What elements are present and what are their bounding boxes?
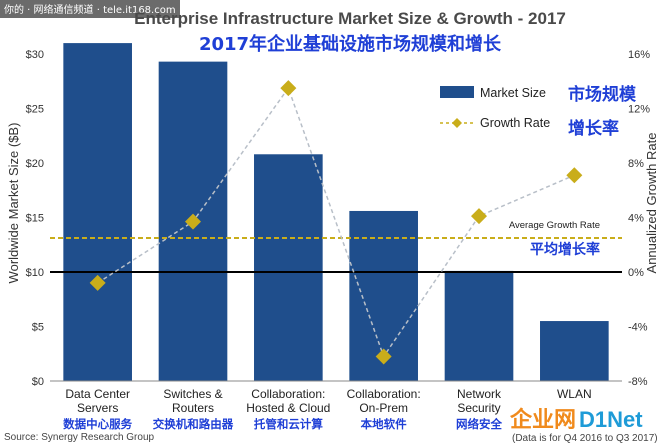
- site-logo: 企业网 D1Net: [509, 407, 643, 433]
- legend: Market Size 市场规模 Growth Rate 增长率: [440, 84, 637, 139]
- growth-rate-marker: [375, 348, 392, 365]
- growth-rate-marker: [471, 208, 487, 225]
- y-tick-label: $10: [26, 267, 44, 279]
- legend-growth-label: Growth Rate: [480, 116, 550, 130]
- watermark-text: 你的 · 网络通信频道 · tele.it168.com: [4, 3, 176, 16]
- bar-market-size: [444, 270, 514, 381]
- x-tick-label: Collaboration:: [347, 387, 421, 401]
- bar-market-size: [63, 43, 132, 381]
- y2-tick-label: -4%: [628, 322, 648, 334]
- legend-growth-diamond: [452, 118, 462, 128]
- logo-en: D1Net: [579, 407, 643, 432]
- chart-title-cn: 2017年企业基础设施市场规模和增长: [199, 33, 502, 55]
- x-tick-label-cn: 数据中心服务: [63, 417, 132, 431]
- y-tick-label: $30: [26, 49, 44, 61]
- x-tick-label: Security: [457, 401, 500, 415]
- chart-title-en: Enterprise Infrastructure Market Size & …: [134, 9, 566, 28]
- y2-axis-title: Annualized Growth Rate: [644, 133, 659, 274]
- x-tick-label: WLAN: [557, 387, 592, 401]
- x-tick-label: Data Center: [65, 387, 130, 401]
- x-tick-label-cn: 网络安全: [456, 417, 502, 431]
- x-tick-label: On-Prem: [359, 401, 408, 415]
- y-tick-label: $0: [32, 376, 44, 388]
- growth-rate-line: [97, 86, 575, 359]
- y-tick-label: $25: [26, 104, 44, 116]
- growth-rate-marker: [566, 167, 583, 184]
- legend-market-size-swatch: [440, 86, 474, 98]
- y-axis-title: Worldwide Market Size ($B): [6, 123, 21, 284]
- growth-rate-marker: [89, 274, 106, 291]
- watermark-strip: [0, 0, 180, 18]
- y2-tick-label: 16%: [628, 49, 650, 61]
- y2-tick-label: -8%: [628, 376, 648, 388]
- y2-tick-label: 8%: [628, 158, 644, 170]
- x-tick-label: Servers: [77, 401, 118, 415]
- x-tick-label: Collaboration:: [251, 387, 325, 401]
- plot-area: $0 $5 $10 $15 $20 $25 $30 -8% -4% 0% 4% 8% 12% 16% Dat…: [26, 43, 650, 431]
- avg-growth-label-cn: 平均增长率: [530, 241, 600, 258]
- x-tick-label-cn: 托管和云计算: [254, 417, 323, 431]
- logo-cn: 企业网: [509, 407, 576, 433]
- x-tick-label: Routers: [172, 401, 214, 415]
- y-tick-label: $5: [32, 322, 44, 334]
- y-tick-label: $15: [26, 213, 44, 225]
- legend-market-size-label-cn: 市场规模: [568, 84, 637, 105]
- x-tick-label: Network: [457, 387, 502, 401]
- x-tick-label: Hosted & Cloud: [246, 401, 330, 415]
- bar-market-size: [254, 154, 323, 381]
- y2-tick-label: 12%: [628, 104, 650, 116]
- source-note: Source: Synergy Research Group: [4, 432, 155, 443]
- growth-rate-marker: [280, 80, 297, 97]
- bar-market-size: [540, 321, 609, 381]
- growth-rate-marker: [185, 213, 201, 230]
- y2-tick-label: 0%: [628, 267, 644, 279]
- data-period-note: (Data is for Q4 2016 to Q3 2017): [512, 433, 658, 444]
- x-tick-label: Switches &: [163, 387, 222, 401]
- legend-growth-label-cn: 增长率: [568, 118, 619, 139]
- y2-tick-label: 4%: [628, 213, 644, 225]
- legend-market-size-label: Market Size: [480, 86, 546, 100]
- avg-growth-label: Average Growth Rate: [509, 220, 600, 231]
- x-tick-label-cn: 本地软件: [361, 417, 407, 431]
- y-tick-label: $20: [26, 158, 44, 170]
- x-tick-label-cn: 交换机和路由器: [153, 417, 234, 431]
